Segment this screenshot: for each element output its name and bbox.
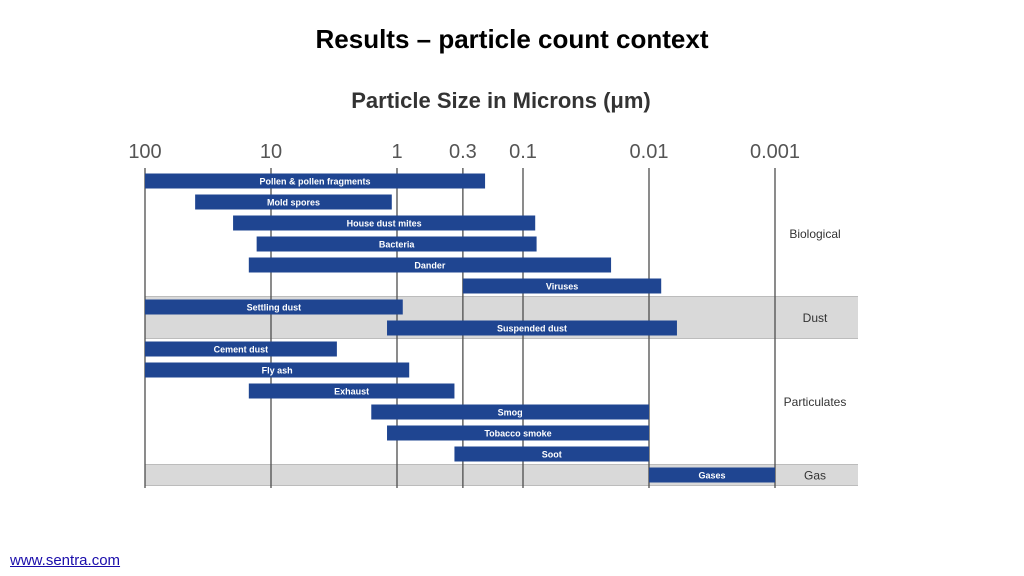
bar-label: Settling dust: [247, 303, 302, 313]
group-label-gas: Gas: [804, 469, 826, 483]
group-label-biological: Biological: [789, 227, 840, 241]
x-tick-label: 100: [128, 141, 161, 163]
bar-exhaust: [248, 383, 455, 399]
bar-label: Cement dust: [214, 345, 269, 355]
bar-settling-dust: [145, 299, 403, 315]
bar-label: Pollen & pollen fragments: [260, 177, 371, 187]
x-tick-label: 1: [391, 141, 402, 163]
x-tick-label: 0.001: [750, 141, 800, 163]
bar-fly-ash: [145, 362, 410, 378]
bar-label: House dust mites: [347, 219, 422, 229]
bar-label: Fly ash: [262, 366, 293, 376]
x-tick-label: 0.1: [509, 141, 537, 163]
x-tick-label: 0.3: [449, 141, 477, 163]
bar-gases: [649, 467, 775, 483]
bar-label: Soot: [542, 450, 562, 460]
bar-label: Dander: [414, 261, 446, 271]
bar-label: Gases: [698, 471, 725, 481]
bar-label: Suspended dust: [497, 324, 567, 334]
bar-house-dust-mites: [233, 215, 536, 231]
bar-dander: [248, 257, 612, 273]
bar-label: Bacteria: [379, 240, 416, 250]
footer-link[interactable]: www.sentra.com: [10, 552, 121, 569]
group-label-particulates: Particulates: [784, 395, 847, 409]
bar-smog: [371, 404, 649, 420]
bar-label: Exhaust: [334, 387, 369, 397]
chart-title: Particle Size in Microns (μm): [351, 88, 651, 113]
group-label-dust: Dust: [803, 311, 828, 325]
slide-title: Results – particle count context: [315, 24, 709, 54]
bar-mold-spores: [195, 194, 392, 210]
bar-tobacco-smoke: [387, 425, 649, 441]
bars: Pollen & pollen fragments Mold spores Hous…: [145, 173, 775, 483]
bar-soot: [454, 446, 649, 462]
bar-label: Viruses: [546, 282, 578, 292]
bar-bacteria: [256, 236, 537, 252]
bar-label: Mold spores: [267, 198, 320, 208]
x-tick-labels: 100 10 1 0.3 0.1 0.01 0.001: [128, 141, 800, 163]
x-tick-label: 10: [260, 141, 282, 163]
bar-suspended-dust: [387, 320, 677, 336]
group-labels: Biological Dust Particulates Gas: [784, 227, 847, 483]
bar-label: Tobacco smoke: [484, 429, 551, 439]
bar-viruses: [462, 278, 662, 294]
bar-pollen-pollen-fragments: [145, 173, 486, 189]
x-tick-label: 0.01: [630, 141, 669, 163]
bar-label: Smog: [498, 408, 523, 418]
bar-cement-dust: [145, 341, 337, 357]
